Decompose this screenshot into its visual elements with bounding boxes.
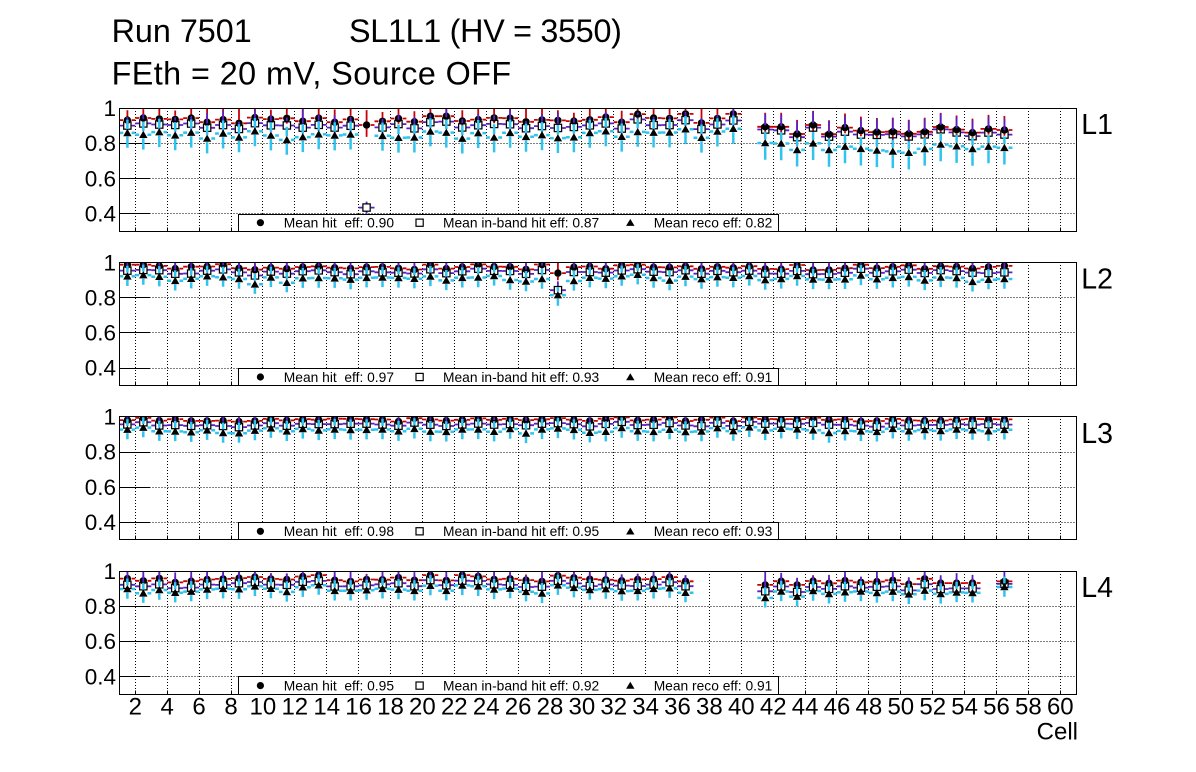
svg-text:16: 16 <box>345 693 372 720</box>
svg-text:Mean hit eff: 0.98: Mean hit eff: 0.98 <box>284 524 395 539</box>
svg-text:2: 2 <box>129 693 142 720</box>
svg-text:10: 10 <box>250 693 277 720</box>
svg-text:20: 20 <box>409 693 436 720</box>
svg-text:Mean in-band hit eff: 0.92: Mean in-band hit eff: 0.92 <box>443 678 599 693</box>
svg-text:Mean reco eff: 0.82: Mean reco eff: 0.82 <box>654 216 773 231</box>
svg-text:0.4: 0.4 <box>85 356 116 381</box>
svg-text:L3: L3 <box>1081 418 1113 450</box>
svg-text:0.6: 0.6 <box>85 321 116 346</box>
svg-text:0.8: 0.8 <box>85 440 116 465</box>
svg-text:Mean in-band hit eff: 0.87: Mean in-band hit eff: 0.87 <box>443 216 599 231</box>
svg-text:FEth = 20 mV, Source OFF: FEth = 20 mV, Source OFF <box>112 56 512 92</box>
svg-text:6: 6 <box>192 693 205 720</box>
svg-text:38: 38 <box>696 693 723 720</box>
svg-text:Run 7501: Run 7501 <box>112 13 252 49</box>
svg-text:1: 1 <box>103 96 116 121</box>
svg-text:0.6: 0.6 <box>85 629 116 654</box>
svg-text:Mean in-band hit eff: 0.95: Mean in-band hit eff: 0.95 <box>443 524 600 539</box>
svg-text:0.4: 0.4 <box>85 664 116 689</box>
svg-text:0.4: 0.4 <box>85 510 116 535</box>
svg-text:0.8: 0.8 <box>85 285 116 310</box>
svg-text:Mean hit eff: 0.97: Mean hit eff: 0.97 <box>284 370 394 385</box>
svg-text:0.8: 0.8 <box>85 131 116 156</box>
svg-text:Mean reco eff: 0.91: Mean reco eff: 0.91 <box>654 678 773 693</box>
svg-text:28: 28 <box>537 693 564 720</box>
svg-text:24: 24 <box>473 693 500 720</box>
svg-text:36: 36 <box>664 693 691 720</box>
svg-text:0.8: 0.8 <box>85 594 116 619</box>
svg-text:46: 46 <box>824 693 851 720</box>
svg-text:56: 56 <box>983 693 1010 720</box>
svg-text:40: 40 <box>728 693 755 720</box>
svg-text:Mean reco eff: 0.93: Mean reco eff: 0.93 <box>654 524 773 539</box>
svg-text:1: 1 <box>103 405 116 430</box>
svg-text:1: 1 <box>103 559 116 584</box>
svg-text:1: 1 <box>103 250 116 275</box>
svg-text:18: 18 <box>377 693 404 720</box>
svg-text:SL1L1 (HV = 3550): SL1L1 (HV = 3550) <box>349 13 622 49</box>
svg-text:0.6: 0.6 <box>85 475 116 500</box>
svg-text:32: 32 <box>600 693 627 720</box>
svg-text:52: 52 <box>919 693 946 720</box>
svg-text:26: 26 <box>505 693 532 720</box>
svg-text:12: 12 <box>281 693 308 720</box>
svg-text:L2: L2 <box>1081 264 1113 296</box>
svg-text:58: 58 <box>1015 693 1042 720</box>
svg-text:8: 8 <box>224 693 237 720</box>
svg-text:50: 50 <box>887 693 914 720</box>
svg-text:0.4: 0.4 <box>85 201 116 226</box>
svg-text:42: 42 <box>760 693 787 720</box>
svg-text:Mean in-band hit eff: 0.93: Mean in-band hit eff: 0.93 <box>443 370 600 385</box>
svg-text:60: 60 <box>1047 693 1074 720</box>
svg-text:Mean hit eff: 0.95: Mean hit eff: 0.95 <box>284 678 395 693</box>
svg-text:44: 44 <box>792 693 819 720</box>
svg-text:34: 34 <box>632 693 659 720</box>
svg-text:48: 48 <box>856 693 883 720</box>
svg-text:22: 22 <box>441 693 468 720</box>
svg-text:30: 30 <box>569 693 596 720</box>
svg-text:Mean hit eff: 0.90: Mean hit eff: 0.90 <box>284 216 395 231</box>
svg-text:14: 14 <box>313 693 340 720</box>
svg-text:L4: L4 <box>1081 572 1113 604</box>
svg-text:Mean reco eff: 0.91: Mean reco eff: 0.91 <box>654 370 773 385</box>
svg-text:0.6: 0.6 <box>85 166 116 191</box>
svg-text:54: 54 <box>951 693 978 720</box>
svg-text:Cell: Cell <box>1037 718 1078 745</box>
svg-text:4: 4 <box>161 693 174 720</box>
svg-text:L1: L1 <box>1081 109 1113 141</box>
